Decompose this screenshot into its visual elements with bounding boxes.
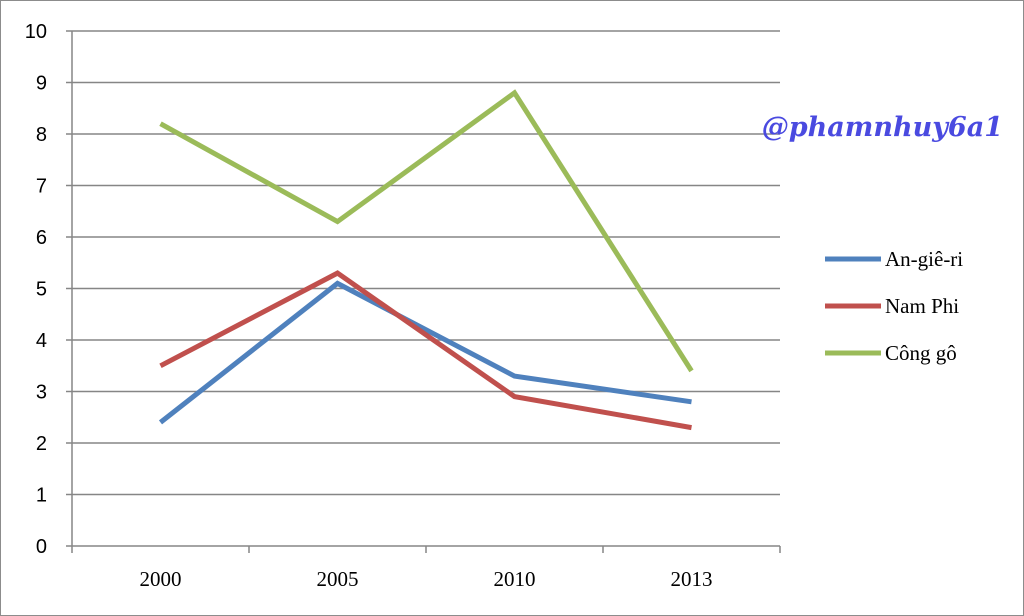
y-tick-label-8: 8 xyxy=(36,124,47,146)
legend-label-2: Công gô xyxy=(885,341,957,365)
series-line-2 xyxy=(159,89,694,373)
x-tick-label-2010: 2010 xyxy=(494,567,536,591)
legend-label-0: An-giê-ri xyxy=(885,247,963,271)
y-tick-label-10: 10 xyxy=(25,21,47,43)
x-tick-label-2013: 2013 xyxy=(671,567,713,591)
x-tick-label-2000: 2000 xyxy=(140,567,182,591)
y-tick-label-4: 4 xyxy=(36,330,47,352)
x-axis-tick-labels: 2000 2005 2010 2013 xyxy=(140,567,713,591)
y-tick-label-1: 1 xyxy=(36,485,47,507)
series-lines xyxy=(158,89,694,431)
y-tick-label-5: 5 xyxy=(36,279,47,301)
series-line-0 xyxy=(158,280,692,425)
axes xyxy=(71,31,781,553)
y-tick-label-9: 9 xyxy=(36,73,47,95)
y-tick-label-3: 3 xyxy=(36,382,47,404)
y-tick-label-0: 0 xyxy=(36,536,47,558)
y-tick-label-6: 6 xyxy=(36,227,47,249)
legend-label-1: Nam Phi xyxy=(885,294,959,318)
legend: An-giê-ri Nam Phi Công gô xyxy=(825,247,963,365)
series-line-1 xyxy=(159,270,692,431)
y-tick-label-7: 7 xyxy=(36,176,47,198)
y-axis-tick-labels: 0 1 2 3 4 5 6 7 8 9 10 xyxy=(25,21,47,558)
y-tick-label-2: 2 xyxy=(36,433,47,455)
x-tick-label-2005: 2005 xyxy=(317,567,359,591)
gridlines xyxy=(66,30,780,547)
watermark-text: @phamnhuy6a1 xyxy=(762,112,1003,143)
